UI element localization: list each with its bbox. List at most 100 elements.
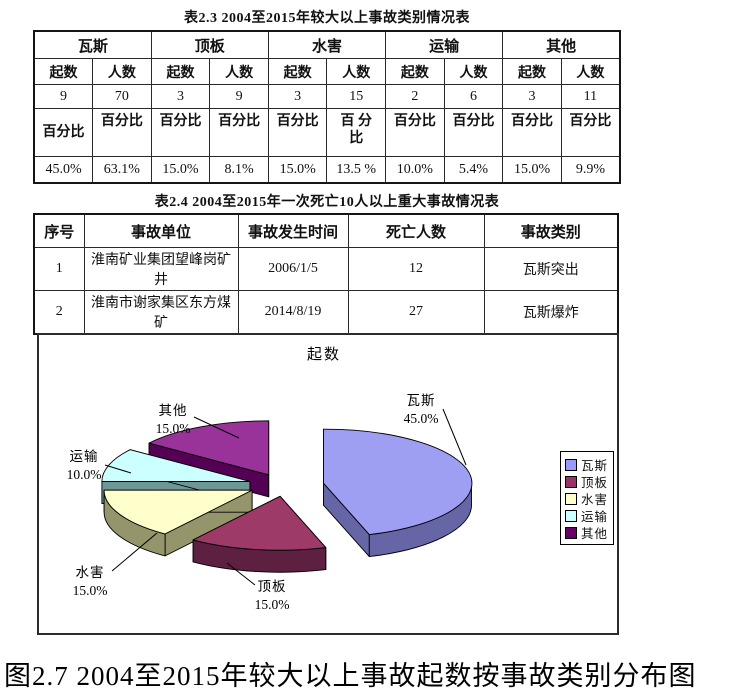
- pct-header-cell: 百分比: [33, 108, 94, 157]
- major-accidents-table: 序号 事故单位 事故发生时间 死亡人数 事故类别 1 淮南矿业集团望峰岗矿井 2…: [33, 213, 619, 335]
- count-cell: 70: [92, 84, 152, 109]
- column-header-cell: 死亡人数: [347, 213, 485, 248]
- cell-type: 瓦斯爆炸: [483, 290, 619, 335]
- pct-value-cell: 63.1%: [92, 156, 152, 184]
- table-row: 2 淮南市谢家集区东方煤矿 2014/8/19 27 瓦斯爆炸: [33, 290, 619, 335]
- svg-text:15.0%: 15.0%: [73, 583, 108, 598]
- sub-header-cell: 起数: [150, 58, 211, 85]
- accident-category-table: 瓦斯 顶板 水害 运输 其他 起数 人数 起数 人数 起数 人数 起数 人数 起…: [33, 30, 621, 184]
- pct-header-cell: 百分比: [209, 108, 269, 157]
- count-cell: 3: [502, 84, 562, 109]
- column-header-cell: 序号: [33, 213, 85, 248]
- table-row: 百分比 百分比 百分比 百分比 百分比 百 分 比 百分比 百分比 百分比 百分…: [33, 108, 621, 157]
- figure-caption: 图2.7 2004至2015年较大以上事故起数按事故类别分布图: [4, 661, 697, 691]
- chart-legend: 瓦斯 顶板 水害 运输 其他: [560, 451, 615, 545]
- pct-header-cell: 百分比: [443, 108, 504, 157]
- group-header-cell: 瓦斯: [33, 30, 152, 59]
- table-row: 序号 事故单位 事故发生时间 死亡人数 事故类别: [33, 213, 619, 248]
- pie-chart-panel: 瓦斯 45.0% 顶板 15.0% 水害 15.0% 运输 10.0% 其他 15.0% 起数 瓦…: [37, 333, 619, 635]
- sub-header-cell: 人数: [209, 58, 269, 85]
- pct-value-cell: 15.0%: [150, 156, 211, 184]
- table24-title: 表2.4 2004至2015年一次死亡10人以上重大事故情况表: [154, 195, 500, 210]
- cell-unit: 淮南市谢家集区东方煤矿: [83, 290, 239, 335]
- pie-chart-svg: 瓦斯 45.0% 顶板 15.0% 水害 15.0% 运输 10.0% 其他 15.0%: [67, 393, 473, 612]
- svg-text:运输: 运输: [70, 449, 99, 464]
- pct-value-cell: 5.4%: [443, 156, 504, 184]
- table-row: 起数 人数 起数 人数 起数 人数 起数 人数 起数 人数: [33, 58, 621, 85]
- table-row: 9 70 3 9 3 15 2 6 3 11: [33, 84, 621, 109]
- count-cell: 3: [150, 84, 211, 109]
- column-header-cell: 事故发生时间: [237, 213, 349, 248]
- cell-date: 2006/1/5: [237, 247, 349, 291]
- count-cell: 15: [326, 84, 387, 109]
- legend-label: 水害: [581, 493, 609, 507]
- pct-value-cell: 10.0%: [385, 156, 445, 184]
- count-cell: 9: [33, 84, 94, 109]
- cell-deaths: 12: [347, 247, 485, 291]
- count-cell: 6: [443, 84, 504, 109]
- pct-header-cell: 百分比: [502, 108, 562, 157]
- pct-value-cell: 9.9%: [560, 156, 621, 184]
- cell-type: 瓦斯突出: [483, 247, 619, 291]
- pct-value-cell: 13.5 %: [326, 156, 387, 184]
- count-cell: 3: [267, 84, 328, 109]
- table-row: 45.0% 63.1% 15.0% 8.1% 15.0% 13.5 % 10.0…: [33, 156, 621, 184]
- pct-header-cell: 百分比: [267, 108, 328, 157]
- sub-header-cell: 起数: [385, 58, 445, 85]
- svg-text:15.0%: 15.0%: [255, 597, 290, 612]
- legend-label: 运输: [581, 510, 609, 524]
- chart-title: 起数: [306, 347, 341, 363]
- pct-header-cell: 百 分 比: [326, 108, 387, 157]
- pct-header-cell: 百分比: [150, 108, 211, 157]
- count-cell: 11: [560, 84, 621, 109]
- svg-text:15.0%: 15.0%: [156, 421, 191, 436]
- pct-header-cell: 百分比: [560, 108, 621, 157]
- legend-item: 运输: [565, 507, 608, 524]
- pct-value-cell: 8.1%: [209, 156, 269, 184]
- sub-header-cell: 起数: [502, 58, 562, 85]
- cell-deaths: 27: [347, 290, 485, 335]
- legend-swatch: [565, 475, 577, 488]
- legend-label: 瓦斯: [581, 459, 609, 473]
- svg-text:其他: 其他: [159, 403, 188, 418]
- legend-item: 顶板: [565, 473, 608, 490]
- table-row: 1 淮南矿业集团望峰岗矿井 2006/1/5 12 瓦斯突出: [33, 247, 619, 291]
- legend-label: 其他: [581, 527, 609, 541]
- cell-unit: 淮南矿业集团望峰岗矿井: [83, 247, 239, 291]
- sub-header-cell: 人数: [326, 58, 387, 85]
- svg-text:瓦斯: 瓦斯: [407, 393, 436, 408]
- group-header-cell: 水害: [267, 30, 387, 59]
- pct-value-cell: 15.0%: [502, 156, 562, 184]
- legend-item: 瓦斯: [565, 456, 608, 473]
- table-row: 瓦斯 顶板 水害 运输 其他: [33, 30, 621, 59]
- legend-swatch: [565, 492, 577, 505]
- sub-header-cell: 人数: [443, 58, 504, 85]
- cell-date: 2014/8/19: [237, 290, 349, 335]
- svg-text:顶板: 顶板: [258, 579, 287, 594]
- pct-value-cell: 15.0%: [267, 156, 328, 184]
- legend-swatch: [565, 509, 577, 522]
- legend-item: 水害: [565, 490, 608, 507]
- sub-header-cell: 起数: [267, 58, 328, 85]
- svg-text:水害: 水害: [76, 565, 105, 580]
- sub-header-cell: 人数: [560, 58, 621, 85]
- cell-seq: 1: [33, 247, 85, 291]
- cell-seq: 2: [33, 290, 85, 335]
- pct-value-cell: 45.0%: [33, 156, 94, 184]
- count-cell: 2: [385, 84, 445, 109]
- sub-header-cell: 人数: [92, 58, 152, 85]
- svg-text:10.0%: 10.0%: [67, 467, 102, 482]
- sub-header-cell: 起数: [33, 58, 94, 85]
- legend-label: 顶板: [581, 476, 609, 490]
- pct-header-cell: 百分比: [92, 108, 152, 157]
- pct-header-cell: 百分比: [385, 108, 445, 157]
- legend-swatch: [565, 526, 577, 539]
- legend-swatch: [565, 458, 577, 471]
- table23-title: 表2.3 2004至2015年较大以上事故类别情况表: [184, 11, 470, 26]
- column-header-cell: 事故类别: [483, 213, 619, 248]
- group-header-cell: 运输: [385, 30, 504, 59]
- group-header-cell: 其他: [502, 30, 621, 59]
- svg-text:45.0%: 45.0%: [404, 411, 439, 426]
- group-header-cell: 顶板: [150, 30, 269, 59]
- column-header-cell: 事故单位: [83, 213, 239, 248]
